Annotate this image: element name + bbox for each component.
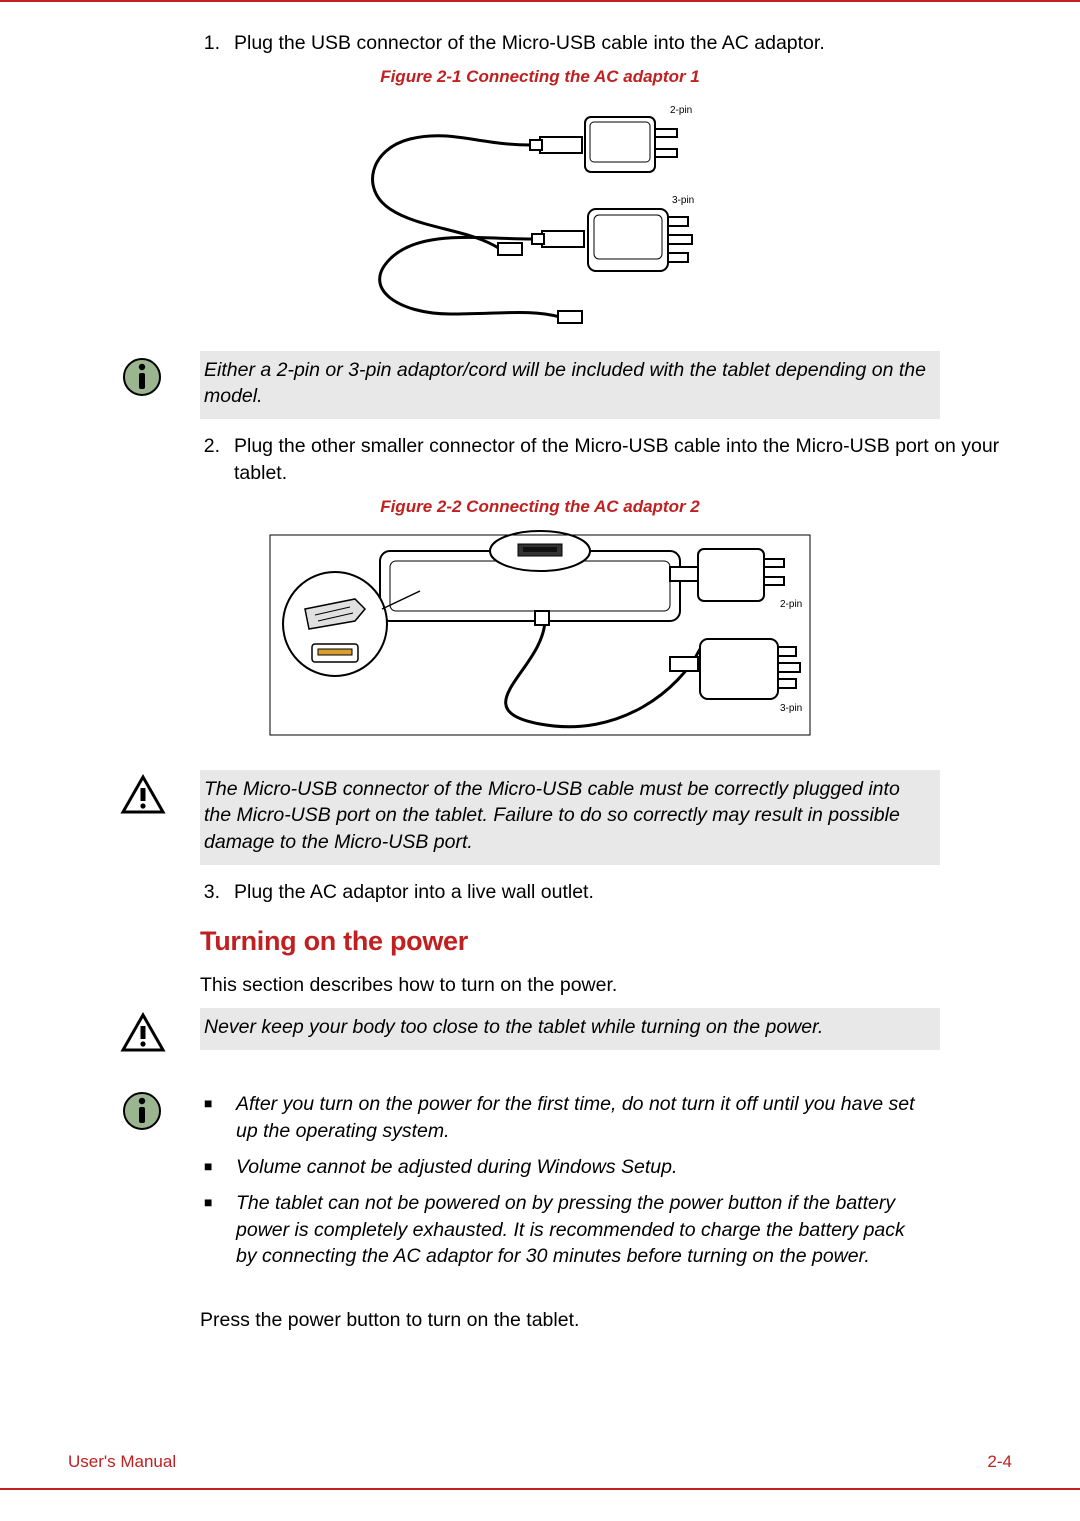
info-note-2-item: ■Volume cannot be adjusted during Window…	[204, 1154, 930, 1180]
step-1-text: Plug the USB connector of the Micro-USB …	[234, 30, 1000, 56]
fig2-2pin-label: 2-pin	[780, 599, 802, 610]
page-footer: User's Manual 2-4	[0, 1451, 1080, 1474]
figure-2-caption: Figure 2-2 Connecting the AC adaptor 2	[60, 496, 1020, 519]
warning-note-1: The Micro-USB connector of the Micro-USB…	[60, 770, 1020, 865]
fig2-3pin-label: 3-pin	[780, 703, 802, 714]
fig1-2pin-label: 2-pin	[670, 105, 692, 116]
step-2-number: 2.	[200, 433, 234, 486]
closing-line: Press the power button to turn on the ta…	[200, 1307, 940, 1333]
step-3: 3. Plug the AC adaptor into a live wall …	[200, 879, 1000, 905]
figure-2: 2-pin 3-pin	[60, 529, 1020, 756]
info-note-2: ■After you turn on the power for the fir…	[60, 1085, 1020, 1289]
figure-1: 2-pin 3-pin	[60, 99, 1020, 336]
warning-note-2: Never keep your body too close to the ta…	[60, 1008, 1020, 1061]
section-intro: This section describes how to turn on th…	[200, 972, 940, 998]
content-area: 1. Plug the USB connector of the Micro-U…	[0, 30, 1080, 1334]
figure-1-caption: Figure 2-1 Connecting the AC adaptor 1	[60, 66, 1020, 89]
step-2-text: Plug the other smaller connector of the …	[234, 433, 1000, 486]
info-icon	[120, 1089, 164, 1133]
info-note-1: Either a 2-pin or 3-pin adaptor/cord wil…	[60, 351, 1020, 420]
section-heading: Turning on the power	[200, 923, 1020, 959]
warning-icon	[120, 1012, 166, 1054]
warning-icon	[120, 774, 166, 816]
info-icon	[120, 355, 164, 399]
step-3-text: Plug the AC adaptor into a live wall out…	[234, 879, 1000, 905]
fig1-3pin-label: 3-pin	[672, 195, 694, 206]
info-note-1-text: Either a 2-pin or 3-pin adaptor/cord wil…	[200, 351, 940, 420]
info-note-2-item: ■After you turn on the power for the fir…	[204, 1091, 930, 1144]
page: 1. Plug the USB connector of the Micro-U…	[0, 0, 1080, 1490]
info-note-2-body: ■After you turn on the power for the fir…	[200, 1085, 940, 1289]
warning-note-1-text: The Micro-USB connector of the Micro-USB…	[200, 770, 940, 865]
step-3-number: 3.	[200, 879, 234, 905]
step-1: 1. Plug the USB connector of the Micro-U…	[200, 30, 1000, 56]
footer-left: User's Manual	[68, 1451, 176, 1474]
info-note-2-item: ■The tablet can not be powered on by pre…	[204, 1190, 930, 1269]
warning-note-2-text: Never keep your body too close to the ta…	[200, 1008, 940, 1050]
step-1-number: 1.	[200, 30, 234, 56]
step-2: 2. Plug the other smaller connector of t…	[200, 433, 1000, 486]
footer-right: 2-4	[987, 1451, 1012, 1474]
